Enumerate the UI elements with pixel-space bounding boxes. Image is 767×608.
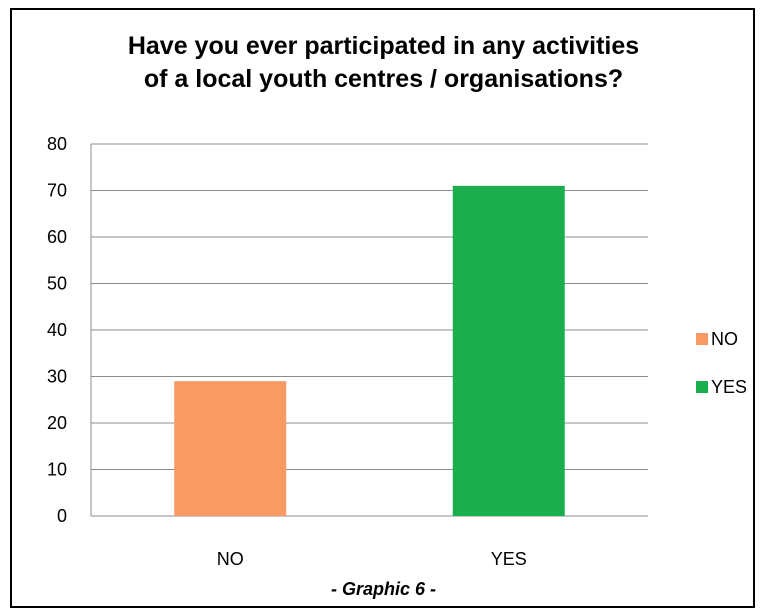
chart-title: Have you ever participated in any activi…	[0, 30, 767, 96]
bar-no	[174, 381, 287, 516]
chart-title-line-1: Have you ever participated in any activi…	[127, 32, 640, 60]
y-tick-label: 30	[47, 367, 67, 387]
legend: NO YES	[696, 329, 747, 397]
x-axis-tick-labels: NO YES	[217, 549, 527, 569]
figure-caption: - Graphic 6 -	[330, 579, 437, 599]
bar-yes	[452, 185, 565, 516]
x-tick-label: NO	[217, 549, 244, 569]
y-tick-label: 20	[47, 413, 67, 433]
y-tick-label: 50	[47, 274, 67, 294]
legend-label: NO	[711, 329, 738, 349]
x-tick-label: YES	[491, 549, 527, 569]
chart-frame	[10, 8, 755, 608]
legend-swatch	[696, 333, 708, 345]
y-tick-label: 60	[47, 227, 67, 247]
y-tick-label: 0	[57, 506, 67, 526]
y-tick-label: 10	[47, 460, 67, 480]
legend-label: YES	[711, 377, 747, 397]
legend-swatch	[696, 381, 708, 393]
chart-title-line-2: of a local youth centres / organisations…	[143, 65, 624, 93]
y-tick-label: 40	[47, 320, 67, 340]
bars	[174, 185, 565, 516]
y-tick-label: 80	[47, 134, 67, 154]
y-axis-tick-labels: 0 10 20 30 40 50 60 70 80	[47, 134, 67, 526]
y-tick-label: 70	[47, 181, 67, 201]
